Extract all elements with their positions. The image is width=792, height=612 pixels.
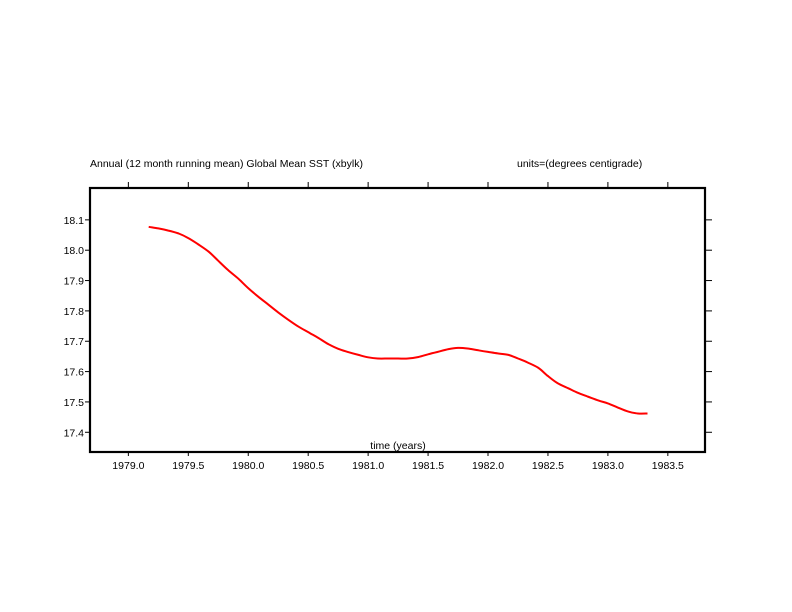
- y-tick-label: 17.8: [64, 306, 85, 318]
- y-tick-label: 18.0: [64, 245, 85, 257]
- x-tick-label: 1982.0: [472, 460, 504, 472]
- data-line: [148, 225, 648, 415]
- x-axis-label: time (years): [370, 440, 425, 452]
- x-tick-label: 1983.0: [592, 460, 624, 472]
- x-tick-label: 1982.5: [532, 460, 564, 472]
- axis-ticks: 1979.0 1979.5 1980.0 1980.5 1981.0 1981.5 1982…: [64, 182, 712, 472]
- chart-title: Annual (12 month running mean) Global Me…: [90, 158, 363, 170]
- x-tick-label: 1980.0: [232, 460, 264, 472]
- x-tick-label: 1983.5: [652, 460, 684, 472]
- x-tick-label: 1980.5: [292, 460, 324, 472]
- x-tick-label: 1981.5: [412, 460, 444, 472]
- units-label: units=(degrees centigrade): [517, 158, 642, 170]
- x-tick-label: 1979.0: [112, 460, 144, 472]
- y-tick-label: 17.9: [64, 276, 85, 288]
- x-tick-label: 1979.5: [172, 460, 204, 472]
- y-tick-label: 17.5: [64, 397, 85, 409]
- x-tick-label: 1981.0: [352, 460, 384, 472]
- y-tick-label: 17.7: [64, 336, 85, 348]
- y-tick-label: 17.4: [64, 427, 85, 439]
- y-tick-label: 17.6: [64, 367, 85, 379]
- y-tick-label: 18.1: [64, 215, 85, 227]
- plot-frame: [88, 186, 707, 454]
